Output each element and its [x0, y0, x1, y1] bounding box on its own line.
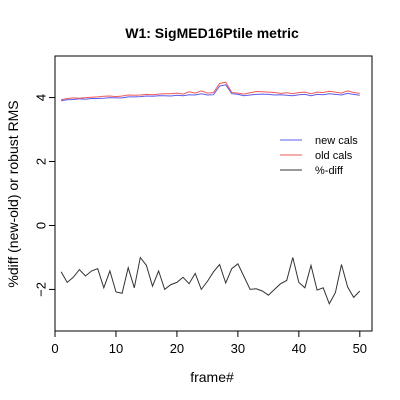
chart-title: W1: SigMED16Ptile metric	[125, 25, 299, 41]
y-tick-label: −2	[33, 282, 48, 297]
x-tick-label: 40	[292, 341, 306, 356]
series-line-diff	[60, 256, 361, 305]
y-tick-label: 2	[33, 158, 48, 165]
series-line-old-cals	[60, 81, 360, 101]
x-tick-label: 10	[109, 341, 123, 356]
legend-label: %-diff	[315, 165, 344, 177]
y-tick-label: 4	[33, 94, 48, 101]
series-line-new-cals	[61, 84, 360, 102]
plot-frame	[54, 55, 373, 332]
y-axis-label: %diff (new-old) or robust RMS	[5, 100, 21, 287]
legend-label: new cals	[315, 135, 358, 147]
legend: new cals old cals %-diff	[280, 135, 358, 177]
x-axis: 0 10 20 30 40 50	[51, 331, 367, 356]
x-tick-label: 50	[353, 341, 367, 356]
legend-label: old cals	[315, 150, 353, 162]
x-axis-label: frame#	[190, 369, 234, 385]
y-tick-label: 0	[33, 222, 48, 229]
series-layer	[60, 81, 361, 305]
y-axis: −2 0 2 4	[33, 94, 55, 297]
x-tick-label: 0	[51, 341, 58, 356]
x-tick-label: 20	[170, 341, 184, 356]
x-tick-label: 30	[231, 341, 245, 356]
